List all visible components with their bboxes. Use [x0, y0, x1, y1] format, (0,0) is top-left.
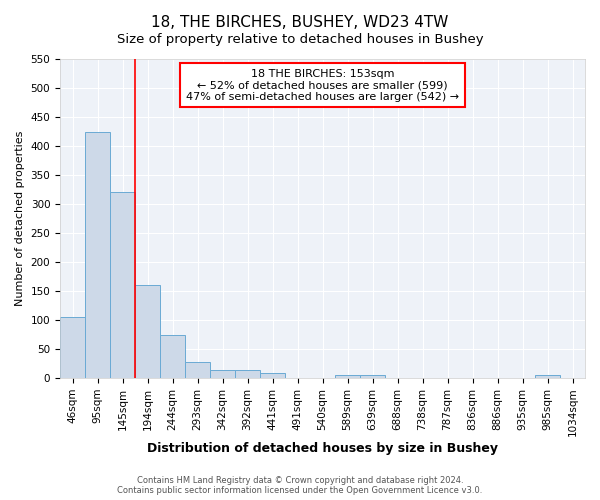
Text: Contains HM Land Registry data © Crown copyright and database right 2024.
Contai: Contains HM Land Registry data © Crown c… [118, 476, 482, 495]
Bar [210, 370, 235, 378]
Text: Size of property relative to detached houses in Bushey: Size of property relative to detached ho… [116, 32, 484, 46]
Text: 18 THE BIRCHES: 153sqm
← 52% of detached houses are smaller (599)
47% of semi-de: 18 THE BIRCHES: 153sqm ← 52% of detached… [186, 68, 459, 102]
Bar [235, 370, 260, 378]
Bar [110, 192, 135, 378]
Bar [185, 362, 210, 378]
Bar [260, 374, 285, 378]
Bar [535, 375, 560, 378]
Bar [160, 334, 185, 378]
X-axis label: Distribution of detached houses by size in Bushey: Distribution of detached houses by size … [147, 442, 498, 455]
Bar [85, 132, 110, 378]
Y-axis label: Number of detached properties: Number of detached properties [15, 131, 25, 306]
Text: 18, THE BIRCHES, BUSHEY, WD23 4TW: 18, THE BIRCHES, BUSHEY, WD23 4TW [151, 15, 449, 30]
Bar [360, 375, 385, 378]
Bar [135, 286, 160, 378]
Bar [335, 375, 360, 378]
Bar [60, 317, 85, 378]
